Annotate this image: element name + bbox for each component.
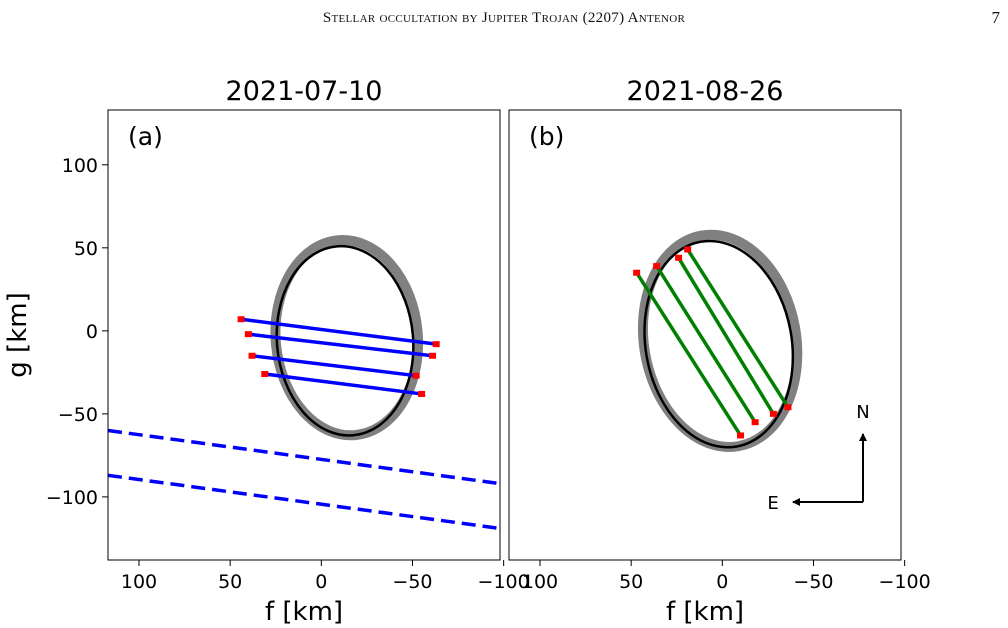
y-tick-label: −100 <box>46 487 98 509</box>
panel-b-title: 2021-08-26 <box>627 76 784 107</box>
timing-marker <box>261 371 269 378</box>
limb-fit-ellipse <box>275 244 415 437</box>
y-tick-label: 50 <box>74 238 98 260</box>
timing-marker <box>751 419 759 426</box>
y-tick-label: 0 <box>86 321 98 343</box>
panel-b-x-axis-label: f [km] <box>666 597 744 627</box>
timing-marker <box>675 254 683 261</box>
x-tick-label: 0 <box>315 571 327 593</box>
x-tick-label: 0 <box>716 571 728 593</box>
timing-marker <box>412 372 420 379</box>
timing-marker <box>737 432 745 439</box>
x-tick-label: 100 <box>522 571 558 593</box>
timing-marker <box>684 246 692 253</box>
panel-a-x-ticks: 100 50 0 −50 −100 <box>121 560 530 593</box>
x-tick-label: 50 <box>218 571 242 593</box>
east-label: E <box>767 493 778 514</box>
y-tick-label: 100 <box>62 155 98 177</box>
negative-chord <box>108 428 500 486</box>
panel-b-frame <box>508 109 902 561</box>
page-number: 7 <box>991 8 1001 27</box>
y-tick-label: −50 <box>58 404 98 426</box>
negative-chord <box>108 473 500 531</box>
timing-marker <box>633 269 641 276</box>
x-tick-label: 100 <box>121 571 157 593</box>
panel-a-x-axis-label: f [km] <box>265 597 343 627</box>
x-tick-label: 50 <box>619 571 643 593</box>
timing-marker <box>418 390 426 397</box>
panel-b-marks <box>633 229 803 452</box>
x-tick-label: −100 <box>478 571 530 593</box>
timing-marker <box>429 352 437 359</box>
compass: N E <box>767 402 869 514</box>
panel-a-label: (a) <box>128 122 163 151</box>
timing-marker <box>653 263 661 270</box>
running-head-title: Stellar occultation by Jupiter Trojan (2… <box>322 10 686 26</box>
timing-marker <box>237 316 245 323</box>
positive-chord <box>251 354 417 378</box>
x-tick-label: −100 <box>879 571 931 593</box>
positive-chord <box>677 256 775 415</box>
panel-a-marks <box>108 235 500 531</box>
panel-a-title: 2021-07-10 <box>226 76 383 107</box>
limb-uncertainty-band <box>637 229 803 452</box>
positive-chord <box>264 372 422 396</box>
running-head: Stellar occultation by Jupiter Trojan (2… <box>0 4 1008 34</box>
x-tick-label: −50 <box>392 571 432 593</box>
panel-a-frame <box>107 109 501 561</box>
positive-chord <box>655 265 757 424</box>
positive-chord <box>240 317 437 346</box>
limb-fit-ellipse <box>643 239 795 449</box>
positive-chord <box>248 332 433 358</box>
timing-marker <box>248 352 256 359</box>
panel-b: 100 50 0 −50 −100 2021-08-26 (b) f [km] N E <box>508 76 931 627</box>
panel-b-x-ticks: 100 50 0 −50 −100 <box>522 560 931 593</box>
panel-a-y-ticks: 100 50 0 −50 −100 <box>46 155 108 509</box>
panel-a: 100 50 0 −50 −100 100 50 0 −50 −100 2021-07-10 (… <box>3 76 530 627</box>
timing-marker <box>244 331 252 338</box>
north-label: N <box>856 402 869 423</box>
timing-marker <box>769 410 777 417</box>
x-tick-label: −50 <box>793 571 833 593</box>
panel-b-label: (b) <box>529 122 564 151</box>
y-axis-label: g [km] <box>3 292 33 377</box>
positive-chord <box>686 248 790 409</box>
positive-chord <box>635 271 743 437</box>
timing-marker <box>432 341 440 348</box>
timing-marker <box>784 404 792 411</box>
